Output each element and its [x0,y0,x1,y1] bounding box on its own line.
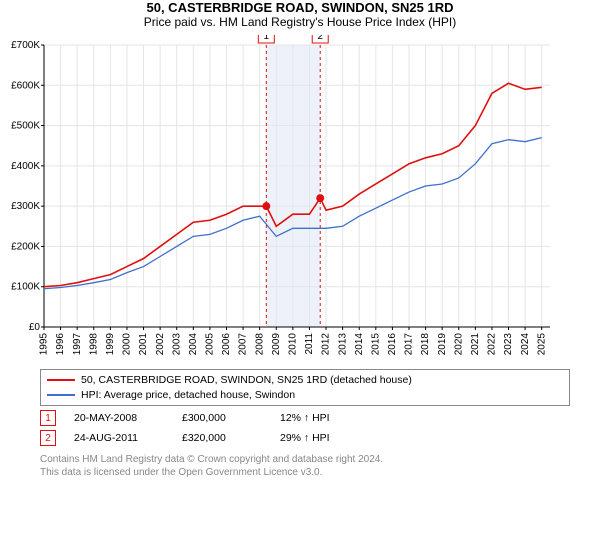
legend-label-property: 50, CASTERBRIDGE ROAD, SWINDON, SN25 1RD… [81,373,412,388]
svg-text:2023: 2023 [503,333,514,356]
sale-hpi-delta: 12% ↑ HPI [280,412,360,424]
svg-text:2001: 2001 [138,333,149,356]
svg-text:2018: 2018 [420,333,431,356]
svg-text:2000: 2000 [122,333,133,356]
legend-row: HPI: Average price, detached house, Swin… [47,388,563,403]
sales-row: 1 20-MAY-2008 £300,000 12% ↑ HPI [40,408,570,428]
svg-text:£600K: £600K [11,80,40,91]
svg-text:2022: 2022 [487,333,498,356]
legend: 50, CASTERBRIDGE ROAD, SWINDON, SN25 1RD… [40,369,570,406]
svg-text:2024: 2024 [520,333,531,356]
svg-text:£300K: £300K [11,201,40,212]
page-subtitle: Price paid vs. HM Land Registry's House … [0,15,600,29]
svg-text:2013: 2013 [337,333,348,356]
svg-text:2: 2 [317,35,323,42]
svg-text:2020: 2020 [453,333,464,356]
svg-text:1995: 1995 [39,333,50,356]
svg-text:2012: 2012 [321,333,332,356]
footer-l2: This data is licensed under the Open Gov… [40,467,570,480]
svg-text:2019: 2019 [437,333,448,356]
svg-text:1996: 1996 [55,333,66,356]
sale-price: £300,000 [182,412,262,424]
svg-text:2007: 2007 [238,333,249,356]
legend-label-hpi: HPI: Average price, detached house, Swin… [81,388,295,403]
legend-row: 50, CASTERBRIDGE ROAD, SWINDON, SN25 1RD… [47,373,563,388]
price-chart: £0 £100K £200K £300K £400K £500K £600K £700K 199… [0,35,594,365]
svg-text:2010: 2010 [287,333,298,356]
root: 50, CASTERBRIDGE ROAD, SWINDON, SN25 1RD… [0,0,600,560]
svg-text:2014: 2014 [354,333,365,356]
svg-text:2002: 2002 [155,333,166,356]
sales-row: 2 24-AUG-2011 £320,000 29% ↑ HPI [40,428,570,448]
sale-badge: 1 [40,410,56,426]
svg-text:2005: 2005 [205,333,216,356]
footer: Contains HM Land Registry data © Crown c… [40,454,570,479]
svg-text:£0: £0 [29,322,41,333]
svg-text:£700K: £700K [11,40,40,51]
sale-price: £320,000 [182,432,262,444]
sale-date: 20-MAY-2008 [74,412,164,424]
legend-swatch-property [47,379,75,381]
sale-badge: 2 [40,430,56,446]
chart-svg: £0 £100K £200K £300K £400K £500K £600K £700K 199… [0,35,560,365]
sale-hpi-delta: 29% ↑ HPI [280,432,360,444]
svg-text:2016: 2016 [387,333,398,356]
svg-text:1999: 1999 [105,333,116,356]
svg-text:2004: 2004 [188,333,199,356]
legend-swatch-hpi [47,394,75,396]
sales-table: 1 20-MAY-2008 £300,000 12% ↑ HPI 2 24-AU… [40,408,570,448]
svg-text:1: 1 [264,35,270,42]
svg-text:2021: 2021 [470,333,481,356]
svg-text:£100K: £100K [11,282,40,293]
svg-text:£500K: £500K [11,121,40,132]
svg-text:1998: 1998 [88,333,99,356]
svg-text:2006: 2006 [221,333,232,356]
svg-text:2011: 2011 [304,333,315,355]
svg-text:£200K: £200K [11,241,40,252]
svg-text:2017: 2017 [404,333,415,356]
svg-text:2003: 2003 [171,333,182,356]
svg-text:2008: 2008 [254,333,265,356]
sale-date: 24-AUG-2011 [74,432,164,444]
page-title: 50, CASTERBRIDGE ROAD, SWINDON, SN25 1RD [0,0,600,15]
footer-l1: Contains HM Land Registry data © Crown c… [40,454,570,467]
svg-text:2009: 2009 [271,333,282,356]
svg-text:2025: 2025 [536,333,547,356]
svg-text:1997: 1997 [72,333,83,356]
svg-text:£400K: £400K [11,161,40,172]
svg-text:2015: 2015 [370,333,381,356]
